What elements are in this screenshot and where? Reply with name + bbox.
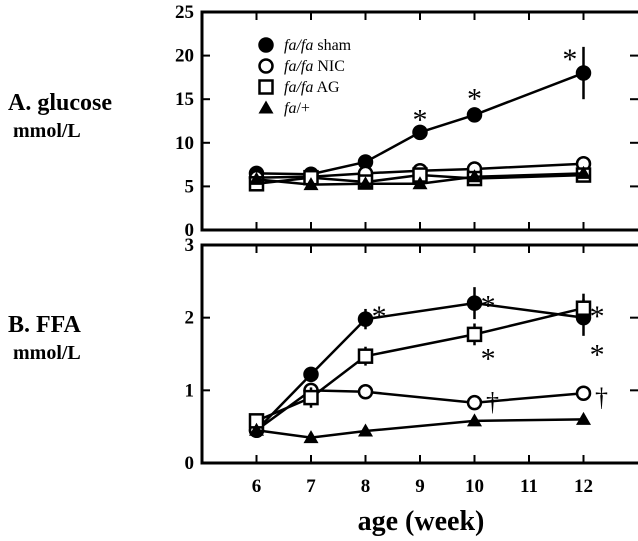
panel-b-fa-fa-ag-point-7 — [303, 389, 319, 406]
panel-a-fa-fa-nic-line — [256, 162, 584, 179]
panel-a-ytick-label-5: 25 — [175, 2, 194, 23]
panel-b-fa-fa-sham-point-10 — [466, 295, 483, 311]
panel-b-fa-point-10 — [467, 413, 482, 427]
panel-a-fa-point-8 — [358, 176, 373, 190]
panel-a-fa-fa-ag-line — [256, 173, 584, 186]
x-tick-label-6: 12 — [574, 476, 593, 497]
panel-a-label: A. glucose — [8, 90, 112, 116]
panel-a-fa-fa-sham-point-10 — [466, 107, 483, 123]
panel-a-unit: mmol/L — [13, 120, 81, 142]
panel-a-fa-line — [256, 172, 584, 186]
panel-b-fa-fa-sham-point-8 — [357, 311, 374, 327]
panel-a-annotation-0: * — [413, 103, 428, 136]
panel-b-ytick-label-2: 2 — [185, 308, 195, 329]
panel-b-unit: mmol/L — [13, 342, 81, 364]
x-tick-label-2: 8 — [361, 476, 371, 497]
legend-fa-fa-sham-marker — [258, 37, 274, 53]
panel-a-ytick-label-3: 15 — [175, 89, 194, 110]
legend-fa-fa-sham-label: fa/fa sham — [284, 37, 352, 54]
legend-fa-marker — [258, 100, 274, 114]
panel-a-fa-fa-sham-point-9 — [412, 124, 428, 141]
x-tick-label-3: 9 — [415, 476, 425, 497]
panel-a-fa-point-7 — [303, 177, 319, 191]
panel-b-fa-fa-ag-point-12 — [575, 300, 592, 316]
panel-b-fa-fa-sham-point-7 — [303, 366, 319, 383]
panel-b-fa-point-12 — [576, 411, 591, 425]
panel-b-fa-line — [256, 418, 584, 439]
panel-b-annotation-1: * — [481, 289, 496, 322]
panel-b-fa-point-7 — [303, 430, 319, 444]
panel-a-ytick-label-1: 5 — [185, 176, 195, 197]
panel-b-annotation-5: † — [486, 388, 499, 417]
panel-a-ytick-label-4: 20 — [175, 46, 194, 67]
legend-fa-label: fa/+ — [284, 100, 310, 117]
panel-a-fa-fa-sham-point-12 — [575, 65, 592, 81]
panel-b-label: B. FFA — [8, 312, 82, 338]
panel-b-fa-fa-nic-point-12 — [575, 385, 592, 401]
panel-a-annotation-1: * — [467, 82, 482, 115]
panel-a-fa-point-6 — [249, 171, 264, 185]
panel-a-ytick-label-0: 0 — [185, 220, 195, 241]
panel-b-fa-point-6 — [249, 422, 264, 436]
x-tick-label-4: 10 — [465, 476, 484, 497]
legend-fa-fa-nic-marker — [258, 58, 274, 74]
panel-a-fa-point-12 — [576, 165, 591, 179]
panel-b-annotation-4: * — [590, 339, 605, 372]
panel-a-fa-fa-sham-line — [256, 71, 584, 176]
panel-a-ytick-label-2: 10 — [175, 133, 194, 154]
legend: fa/fa sham fa/fa NIC fa/fa AG fa/+ — [258, 37, 352, 117]
panel-a-annotation-2: * — [562, 43, 577, 76]
panel-b-ytick-label-1: 1 — [185, 380, 195, 401]
panel-b-frame — [200, 243, 638, 465]
panel-b-fa-fa-nic-point-10 — [466, 394, 483, 411]
panel-b-ytick-label-3: 3 — [185, 235, 195, 256]
panel-b-annotation-6: † — [595, 383, 608, 412]
x-axis-title: age (week) — [358, 506, 485, 537]
panel-b-fa-point-8 — [358, 423, 373, 437]
panel-a-fa-point-10 — [467, 169, 482, 183]
panel-b-annotation-2: * — [481, 342, 496, 375]
panel-b-fa-fa-sham-line — [255, 301, 584, 432]
panel-b-annotation-0: * — [372, 300, 387, 333]
x-tick-label-5: 11 — [520, 476, 538, 497]
x-tick-label-1: 7 — [306, 476, 316, 497]
panel-a-fa-point-9 — [412, 176, 428, 190]
x-tick-label-0: 6 — [252, 476, 262, 497]
legend-fa-fa-ag-label: fa/fa AG — [284, 79, 340, 96]
panel-b-fa-fa-ag-point-8 — [357, 348, 374, 364]
panel-b-fa-fa-nic-point-8 — [357, 384, 374, 400]
panel-a-plot: 0 5 10 15 20 25 * * * — [175, 2, 638, 241]
panel-b-ytick-label-0: 0 — [185, 453, 195, 474]
legend-fa-fa-ag-marker — [258, 79, 274, 95]
panel-b-annotation-3: * — [590, 300, 605, 333]
panel-b-fa-fa-ag-point-10 — [466, 326, 483, 343]
legend-fa-fa-nic-label: fa/fa NIC — [284, 58, 345, 75]
